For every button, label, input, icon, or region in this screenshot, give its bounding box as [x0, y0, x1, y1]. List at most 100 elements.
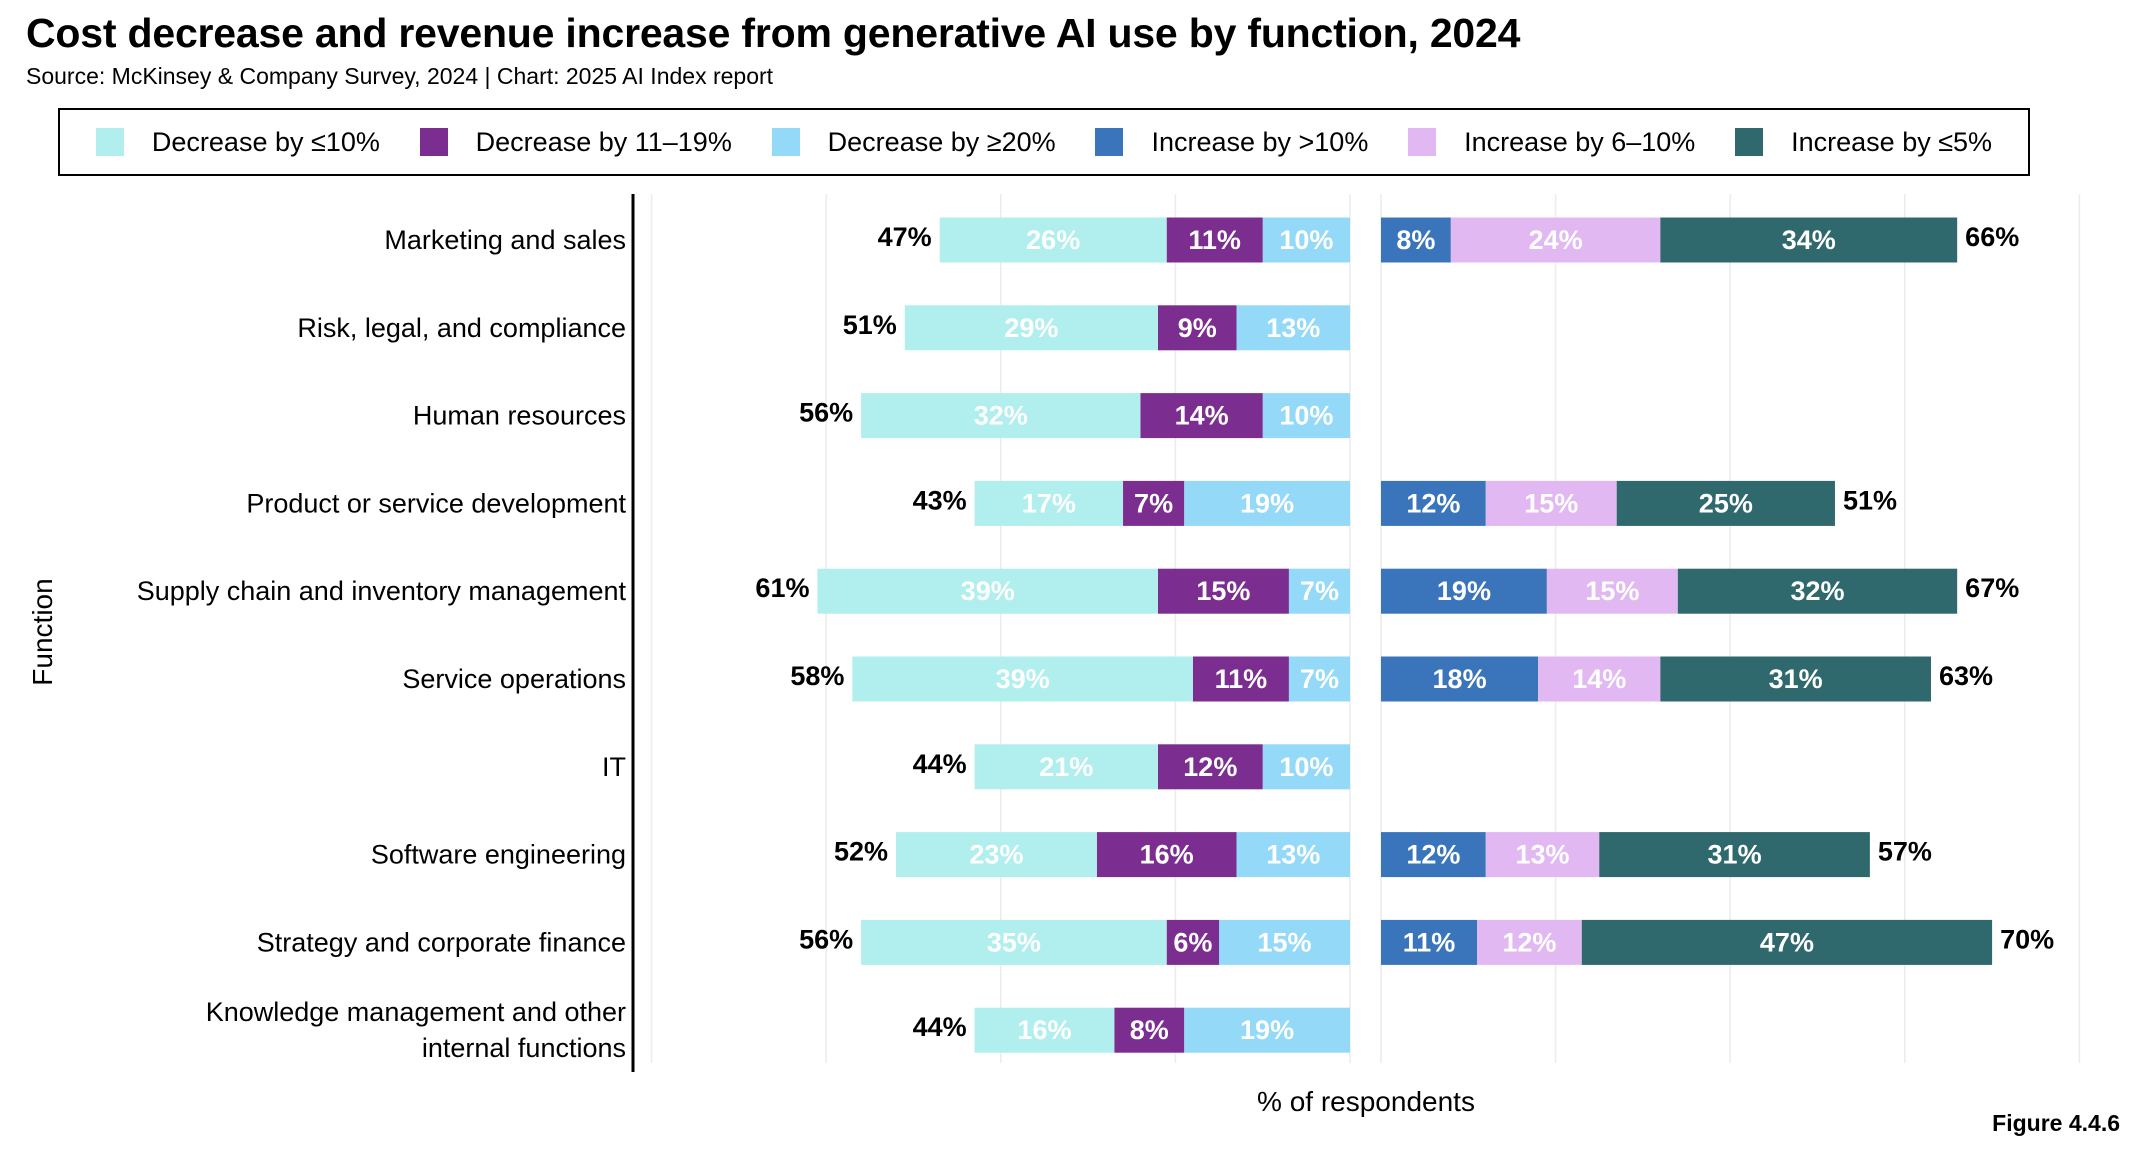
bar-value-label: 11% — [1403, 927, 1456, 957]
bar-segment — [974, 480, 1124, 526]
bar-segment — [1381, 217, 1451, 263]
bar-segment — [896, 832, 1097, 878]
bar-segment — [1219, 919, 1350, 965]
bar-segment — [1581, 919, 1993, 965]
bar-value-label: 34% — [1782, 225, 1836, 255]
bar-segment — [1677, 568, 1958, 614]
bar-value-label: 13% — [1266, 313, 1320, 343]
bar-value-label: 17% — [1022, 488, 1076, 518]
legend-label: Decrease by 11–19% — [475, 126, 732, 157]
bar-value-label: 39% — [961, 576, 1015, 606]
total-label: 52% — [834, 837, 888, 867]
bar-value-label: 8% — [1130, 1015, 1169, 1045]
legend: Decrease by ≤10% Decrease by 11–19% Decr… — [58, 108, 2030, 176]
bar-value-label: 16% — [1140, 840, 1194, 870]
legend-swatch — [419, 128, 448, 156]
category-label: Risk, legal, and compliance — [297, 313, 626, 343]
total-label: 51% — [1843, 485, 1897, 515]
bar-value-label: 32% — [1790, 576, 1844, 606]
bar-value-label: 31% — [1708, 840, 1762, 870]
category-label: Service operations — [402, 664, 626, 694]
bar-value-label: 25% — [1699, 488, 1753, 518]
total-label: 43% — [913, 485, 967, 515]
bar-value-label: 15% — [1524, 488, 1578, 518]
bar-segment — [852, 656, 1193, 702]
legend-item: Decrease by 11–19% — [419, 126, 732, 158]
total-label: 63% — [1939, 661, 1993, 691]
total-label: 47% — [878, 222, 932, 252]
bar-value-label: 13% — [1515, 840, 1569, 870]
bar-value-label: 21% — [1039, 752, 1093, 782]
bar-segment — [1599, 832, 1870, 878]
x-axis-title: % of respondents — [1257, 1086, 1475, 1117]
bar-segment — [1660, 656, 1931, 702]
legend-swatch — [95, 128, 124, 156]
total-label: 57% — [1878, 837, 1932, 867]
category-label: Knowledge management and other — [206, 997, 626, 1027]
bar-value-label: 15% — [1258, 927, 1312, 957]
total-label: 61% — [755, 573, 809, 603]
legend-label: Decrease by ≤10% — [151, 126, 380, 157]
bar-value-label: 10% — [1279, 225, 1333, 255]
category-label: Marketing and sales — [384, 225, 626, 255]
chart-subtitle: Source: McKinsey & Company Survey, 2024 … — [26, 63, 774, 89]
legend-label: Increase by ≤5% — [1791, 126, 1993, 157]
bar-segment — [1381, 568, 1547, 614]
bar-segment — [1485, 480, 1617, 526]
bar-value-label: 16% — [1017, 1015, 1071, 1045]
bar-value-label: 15% — [1585, 576, 1639, 606]
bar-value-label: 31% — [1769, 664, 1823, 694]
bar-value-label: 18% — [1433, 664, 1487, 694]
total-label: 67% — [1965, 573, 2019, 603]
bar-segment — [1166, 919, 1220, 965]
bar-segment — [1166, 217, 1263, 263]
legend-label: Decrease by ≥20% — [827, 126, 1056, 157]
bar-segment — [1381, 919, 1478, 965]
bar-value-label: 12% — [1502, 927, 1556, 957]
bar-segment — [1184, 480, 1350, 526]
bar-value-label: 14% — [1572, 664, 1626, 694]
bar-segment — [1236, 305, 1350, 351]
bar-segment — [904, 305, 1158, 351]
total-label: 44% — [913, 1012, 967, 1042]
bar-value-label: 23% — [969, 840, 1023, 870]
legend-item: Decrease by ≤10% — [95, 126, 380, 158]
bar-value-label: 19% — [1437, 576, 1491, 606]
bar-segment — [1096, 832, 1237, 878]
bar-segment — [1184, 1007, 1350, 1053]
bar-segment — [1485, 832, 1600, 878]
legend-swatch — [1735, 128, 1764, 156]
bar-segment — [861, 393, 1141, 439]
bar-value-label: 19% — [1240, 488, 1294, 518]
total-label: 66% — [1965, 222, 2019, 252]
bar-value-label: 12% — [1183, 752, 1237, 782]
bar-value-label: 15% — [1196, 576, 1250, 606]
bar-value-label: 10% — [1279, 752, 1333, 782]
bar-segment — [1381, 656, 1539, 702]
total-label: 58% — [790, 661, 844, 691]
bar-segment — [1546, 568, 1678, 614]
bar-segment — [1140, 393, 1263, 439]
legend-item: Increase by 6–10% — [1408, 127, 1695, 158]
bar-value-label: 8% — [1396, 225, 1435, 255]
bar-segment — [861, 919, 1167, 965]
bar-value-label: 24% — [1529, 225, 1583, 255]
bar-value-label: 10% — [1279, 401, 1333, 431]
category-label: Strategy and corporate finance — [257, 927, 626, 957]
bar-value-label: 6% — [1173, 927, 1212, 957]
bar-value-label: 32% — [974, 401, 1028, 431]
category-label: Supply chain and inventory management — [137, 576, 627, 606]
bar-value-label: 26% — [1026, 225, 1080, 255]
bar-value-label: 7% — [1300, 664, 1339, 694]
category-label: internal functions — [422, 1033, 626, 1063]
bar-segment — [1262, 744, 1350, 790]
legend-swatch — [1408, 128, 1437, 156]
bar-value-label: 11% — [1188, 225, 1241, 255]
bar-segment — [974, 744, 1158, 790]
bar-segment — [1450, 217, 1661, 263]
category-label: IT — [602, 752, 626, 782]
legend-swatch — [1095, 128, 1124, 156]
total-label: 44% — [913, 749, 967, 779]
bar-value-label: 12% — [1406, 488, 1460, 518]
